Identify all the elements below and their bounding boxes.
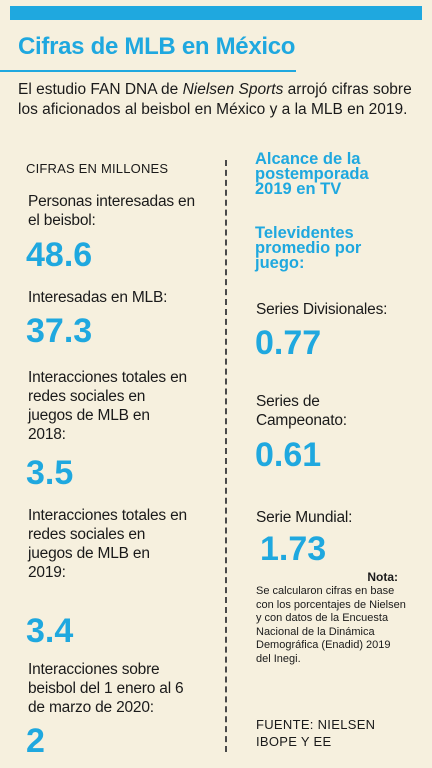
stat-value-interactions-2020: 2 [26, 722, 45, 760]
stat-value-championship-series: 0.61 [255, 436, 322, 474]
stat-label-world-series: Serie Mundial: [256, 509, 353, 526]
units-label: CIFRAS EN MILLONES [26, 161, 169, 176]
stat-label-interactions-2020: Interacciones sobre beisbol del 1 enero … [28, 661, 184, 716]
stat-label-championship-series: Series de Campeonato: [256, 393, 347, 429]
intro-text-end: arrojó cifras sobre los aficionados al b… [18, 81, 412, 118]
stat-value-division-series: 0.77 [255, 324, 322, 362]
intro-text-start: El estudio FAN DNA de [18, 81, 183, 98]
stat-value-interactions-2018: 3.5 [26, 454, 74, 492]
column-divider [225, 160, 227, 752]
stat-label-interactions-2018: Interacciones totales en redes sociales … [28, 369, 187, 443]
top-accent-bar [10, 6, 422, 20]
stat-value-interactions-2019: 3.4 [26, 612, 74, 650]
title-underline [0, 70, 296, 72]
stat-label-interactions-2019: Interacciones totales en redes sociales … [28, 507, 187, 581]
stat-label-division-series: Series Divisionales: [256, 301, 388, 318]
note-text: Se calcularon cifras en base con los por… [256, 585, 406, 665]
source-credit: FUENTE: NIELSEN IBOPE Y EE [256, 717, 376, 749]
intro-source-name: Nielsen Sports [182, 81, 284, 98]
page-title: Cifras de MLB en México [18, 33, 296, 60]
stat-value-mlb-interest: 37.3 [26, 312, 93, 350]
intro-paragraph: El estudio FAN DNA de Nielsen Sports arr… [18, 80, 418, 120]
stat-label-mlb-interest: Interesadas en MLB: [28, 289, 168, 306]
tv-viewers-subheading: Televidentes promedio por juego: [255, 224, 362, 272]
tv-reach-heading: Alcance de la postemporada 2019 en TV [255, 150, 369, 198]
stat-value-baseball-interest: 48.6 [26, 236, 93, 274]
stat-value-world-series: 1.73 [260, 530, 327, 568]
note-title: Nota: [367, 570, 398, 584]
stat-label-baseball-interest: Personas interesadas en el beisbol: [28, 193, 195, 229]
